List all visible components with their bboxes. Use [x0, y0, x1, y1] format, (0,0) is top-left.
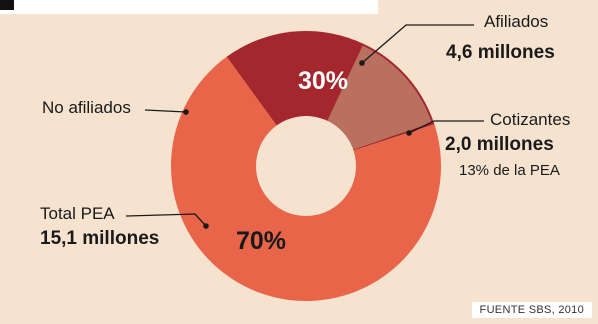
title-bar [0, 0, 378, 14]
value-cotizantes: 2,0 millones [445, 134, 554, 155]
label-no-afiliados: No afiliados [42, 98, 131, 117]
label-afiliados: Afiliados [484, 12, 549, 31]
dot-cotizantes [406, 130, 412, 136]
leader-no-afiliados [144, 109, 187, 113]
percent-label-no-afiliados: 70% [236, 227, 286, 255]
title-stub [0, 0, 14, 10]
label-total-pea: Total PEA [40, 204, 115, 223]
source-note: FUENTE SBS, 2010 [471, 302, 592, 318]
dot-no-afiliados [183, 109, 189, 115]
leader-afiliados [361, 24, 474, 64]
value-total-pea: 15,1 millones [40, 228, 160, 249]
dot-afiliados [359, 60, 365, 66]
leader-cotizantes [408, 120, 484, 134]
percent-label-afiliados: 30% [298, 67, 348, 95]
value-afiliados: 4,6 millones [446, 42, 555, 63]
label-cotizantes: Cotizantes [490, 110, 571, 129]
leader-total-pea [125, 213, 207, 227]
donut-hole [256, 116, 356, 216]
note-cotizantes: 13% de la PEA [459, 162, 560, 179]
dot-total-pea [203, 223, 209, 229]
